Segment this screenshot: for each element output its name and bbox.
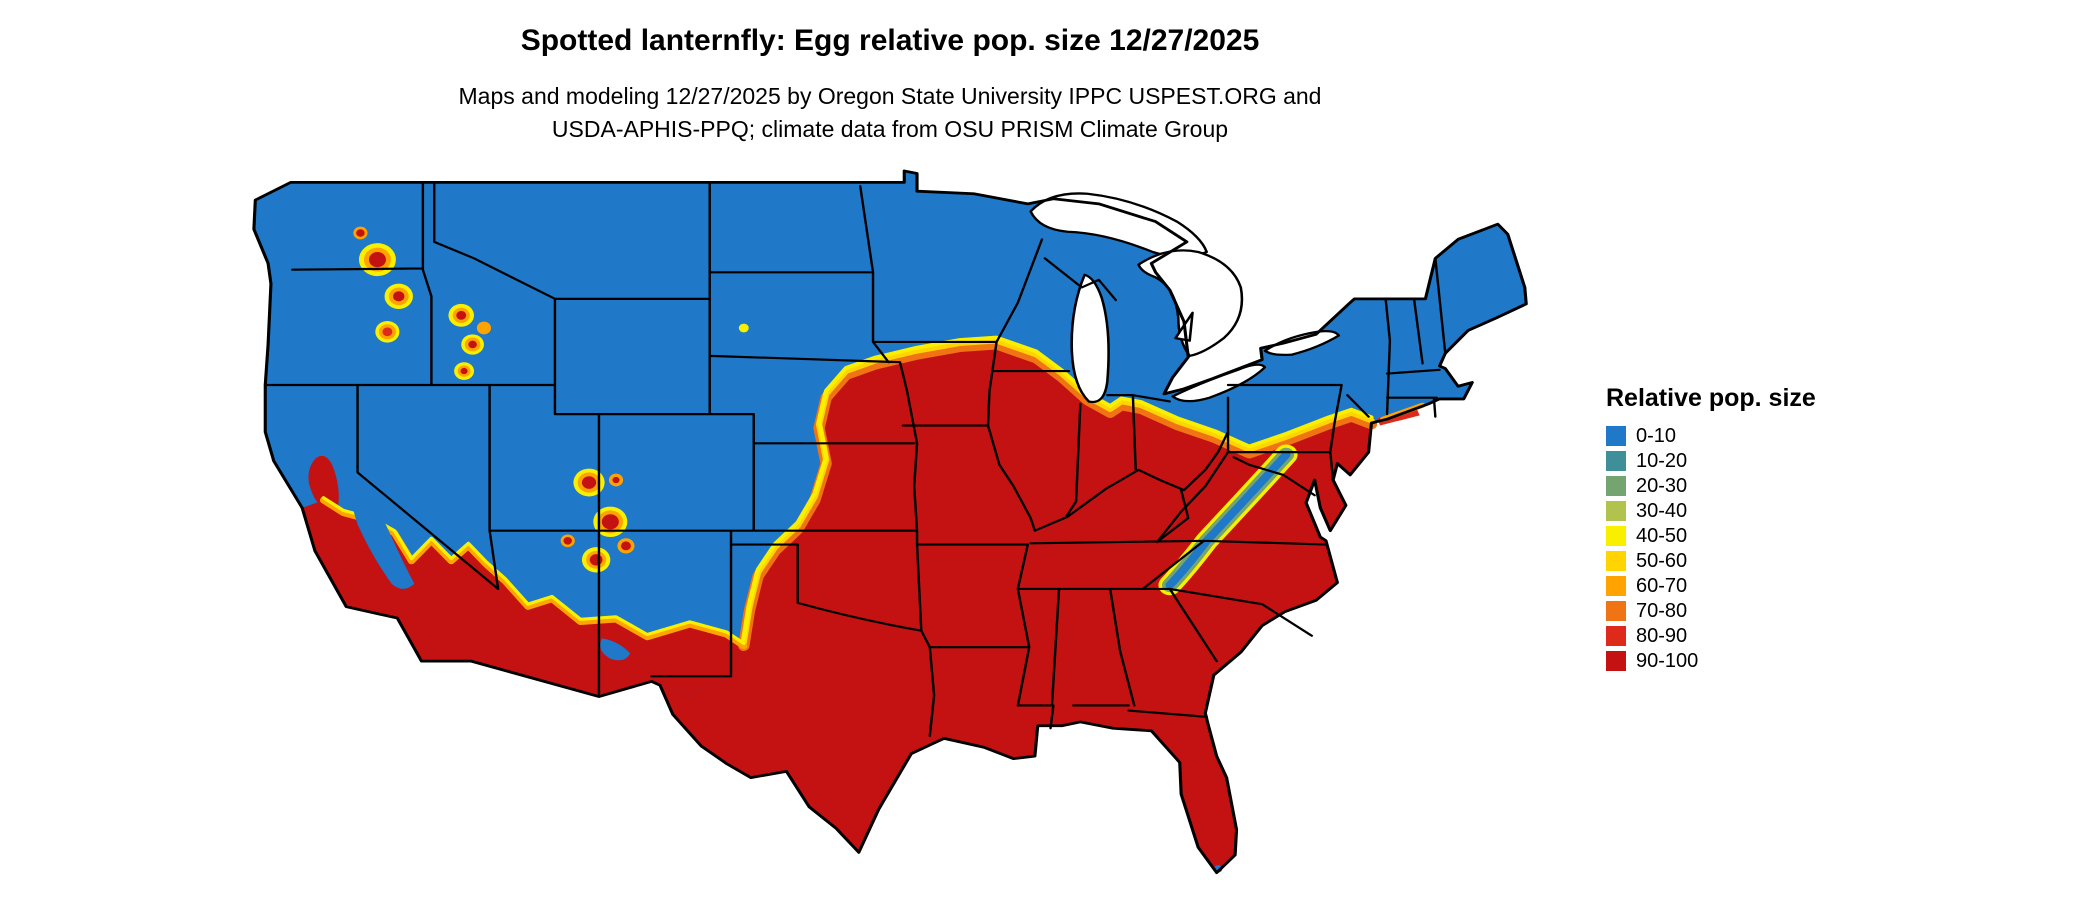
legend-swatch bbox=[1606, 575, 1626, 596]
legend-swatch bbox=[1606, 500, 1626, 521]
legend-item: 80-90 bbox=[1606, 623, 1816, 648]
legend-label: 20-30 bbox=[1636, 474, 1688, 497]
legend: Relative pop. size 0-10 10-20 20-30 30-40 40… bbox=[1606, 384, 1816, 673]
hotspots-idaho bbox=[448, 303, 749, 380]
legend-label: 90-100 bbox=[1636, 649, 1699, 672]
legend-swatch bbox=[1606, 525, 1626, 546]
map-subtitle: Maps and modeling 12/27/2025 by Oregon S… bbox=[459, 80, 1322, 146]
legend-label: 80-90 bbox=[1636, 624, 1688, 647]
legend-items: 0-10 10-20 20-30 30-40 40-50 50-60 60-70 70-80 8… bbox=[1606, 423, 1816, 673]
legend-swatch bbox=[1606, 425, 1626, 446]
legend-item: 20-30 bbox=[1606, 473, 1816, 498]
us-map-svg bbox=[252, 169, 1528, 875]
legend-item: 60-70 bbox=[1606, 573, 1816, 598]
lake-superior bbox=[1029, 192, 1208, 258]
legend-label: 40-50 bbox=[1636, 524, 1688, 547]
legend-item: 40-50 bbox=[1606, 523, 1816, 548]
red-region-southwest bbox=[302, 500, 744, 697]
arizona-blue-pocket bbox=[600, 638, 631, 661]
lake-huron bbox=[1137, 249, 1244, 358]
legend-swatch bbox=[1606, 650, 1626, 671]
sierra-blue-strip bbox=[351, 477, 415, 589]
legend-item: 10-20 bbox=[1606, 448, 1816, 473]
red-region-southeast bbox=[660, 344, 1372, 873]
long-island-strip bbox=[1377, 409, 1420, 426]
legend-label: 30-40 bbox=[1636, 499, 1688, 522]
legend-swatch bbox=[1606, 450, 1626, 471]
us-map bbox=[190, 138, 1610, 898]
legend-label: 70-80 bbox=[1636, 599, 1688, 622]
lake-michigan bbox=[1070, 273, 1110, 404]
us-outline bbox=[252, 169, 1528, 875]
lake-ontario bbox=[1263, 329, 1341, 356]
legend-label: 50-60 bbox=[1636, 549, 1688, 572]
state-borders bbox=[264, 181, 1447, 737]
legend-label: 0-10 bbox=[1636, 424, 1677, 447]
legend-swatch bbox=[1606, 600, 1626, 621]
legend-item: 30-40 bbox=[1606, 498, 1816, 523]
legend-item: 50-60 bbox=[1606, 548, 1816, 573]
legend-title: Relative pop. size bbox=[1606, 384, 1816, 412]
red-region-central-valley bbox=[308, 455, 339, 510]
legend-swatch bbox=[1606, 475, 1626, 496]
legend-label: 60-70 bbox=[1636, 574, 1688, 597]
legend-item: 90-100 bbox=[1606, 648, 1816, 673]
legend-item: 0-10 bbox=[1606, 423, 1816, 448]
legend-label: 10-20 bbox=[1636, 449, 1688, 472]
map-title: Spotted lanternfly: Egg relative pop. si… bbox=[520, 24, 1260, 57]
legend-swatch bbox=[1606, 625, 1626, 646]
map-subtitle-line2: USDA-APHIS-PPQ; climate data from OSU PR… bbox=[551, 116, 1229, 142]
legend-item: 70-80 bbox=[1606, 598, 1816, 623]
legend-swatch bbox=[1606, 550, 1626, 571]
map-subtitle-line1: Maps and modeling 12/27/2025 by Oregon S… bbox=[458, 83, 1322, 109]
